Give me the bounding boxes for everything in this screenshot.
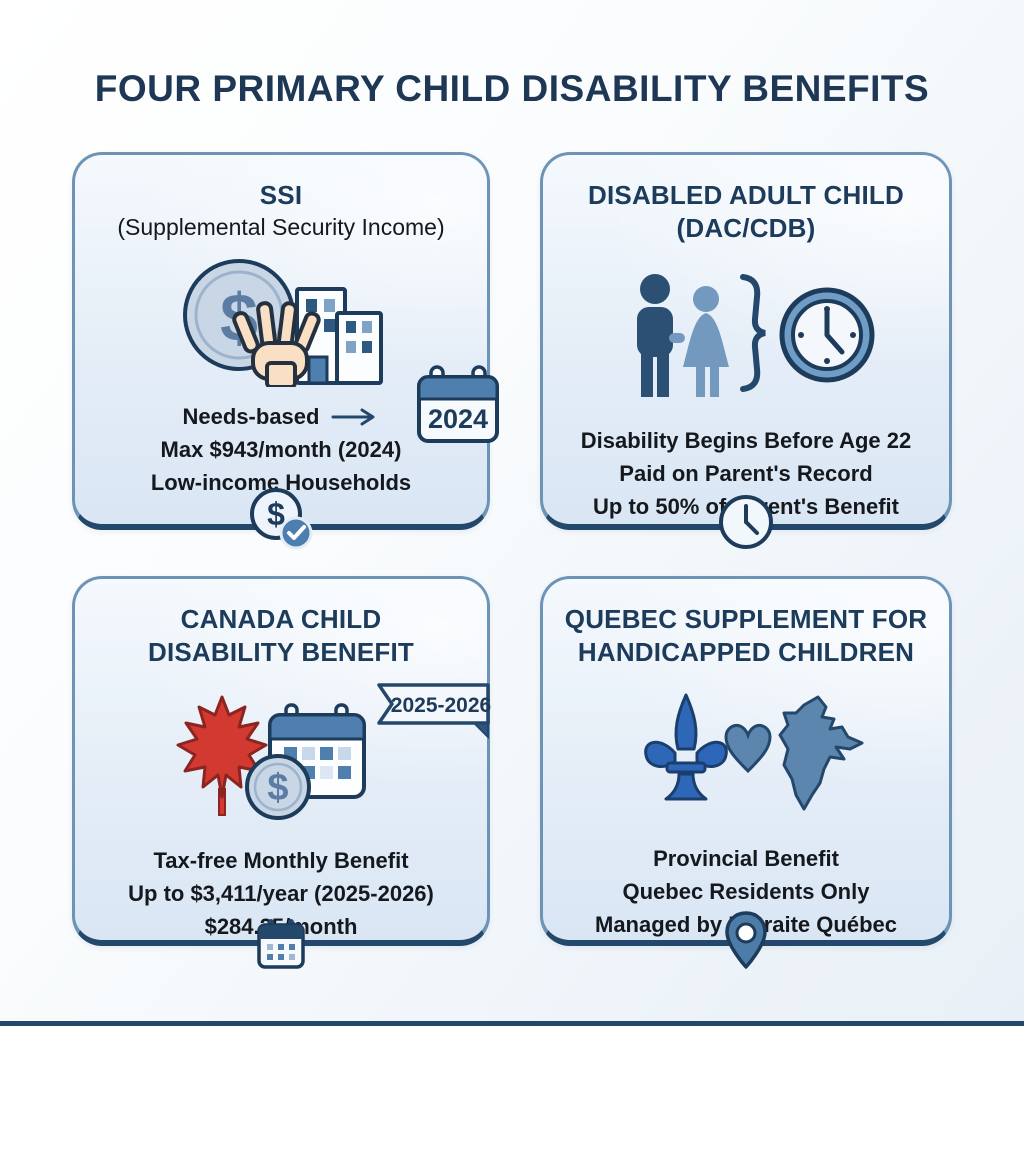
ribbon-year-text: 2025-2026 xyxy=(391,694,491,717)
tag-year-text: 2024 xyxy=(428,404,488,434)
location-pin-badge-icon xyxy=(720,909,772,978)
maple-leaf-calendar-coin-icon: $ xyxy=(166,689,396,832)
benefit-line: Disability Begins Before Age 22 xyxy=(580,428,912,453)
badge-dollar-glyph: $ xyxy=(267,496,285,532)
card-subtitle: (Supplemental Security Income) xyxy=(117,214,445,240)
coin-dollar-glyph: $ xyxy=(267,767,288,809)
card-dac: DISABLED ADULT CHILD (DAC/CDB) xyxy=(540,152,952,549)
benefit-line: Max $943/month (2024) xyxy=(160,437,402,462)
card-title: DISABLED ADULT CHILD xyxy=(588,180,904,210)
benefit-line: Paid on Parent's Record xyxy=(619,461,873,486)
card-qc: QUEBEC SUPPLEMENT FOR HANDICAPPED CHILDR… xyxy=(540,576,952,969)
footer: Social Security Law Group sslg.com xyxy=(0,1026,1024,1154)
fleur-de-lis-heart-quebec-map-icon xyxy=(626,691,866,826)
dollar-check-badge-icon: $ xyxy=(246,486,316,557)
benefit-line: Up to $3,411/year (2025-2026) xyxy=(128,881,434,906)
card-title-line2: (DAC/CDB) xyxy=(676,213,816,243)
card-title: CANADA CHILD xyxy=(180,604,382,634)
card-title-line2: HANDICAPPED CHILDREN xyxy=(577,637,915,667)
coin-hand-buildings-icon: $ xyxy=(175,255,387,392)
card-ssi: SSI (Supplemental Security Income) $ xyxy=(72,152,499,550)
benefit-line: Needs-based xyxy=(151,400,411,433)
card-title: SSI xyxy=(259,180,303,210)
benefit-line: Provincial Benefit xyxy=(653,846,839,871)
card-title: QUEBEC SUPPLEMENT FOR xyxy=(564,604,928,634)
ribbon-2025-2026-tag: 2025-2026 xyxy=(375,681,507,744)
page-title: FOUR PRIMARY CHILD DISABILITY BENEFITS xyxy=(94,68,930,109)
benefit-line-text: Needs-based xyxy=(182,404,320,429)
footer-divider xyxy=(0,1021,1024,1026)
parents-bracket-clock-icon xyxy=(611,269,881,406)
card-title-line2: DISABILITY BENEFIT xyxy=(147,637,415,667)
clock-badge-icon xyxy=(716,492,776,557)
calendar-badge-icon xyxy=(254,917,308,978)
benefit-line: Quebec Residents Only xyxy=(622,879,870,904)
benefit-line: Tax-free Monthly Benefit xyxy=(153,848,409,873)
card-ccdb: CANADA CHILD DISABILITY BENEFIT xyxy=(72,576,491,969)
calendar-2024-tag: 2024 xyxy=(415,363,501,452)
right-arrow-icon xyxy=(331,408,375,425)
